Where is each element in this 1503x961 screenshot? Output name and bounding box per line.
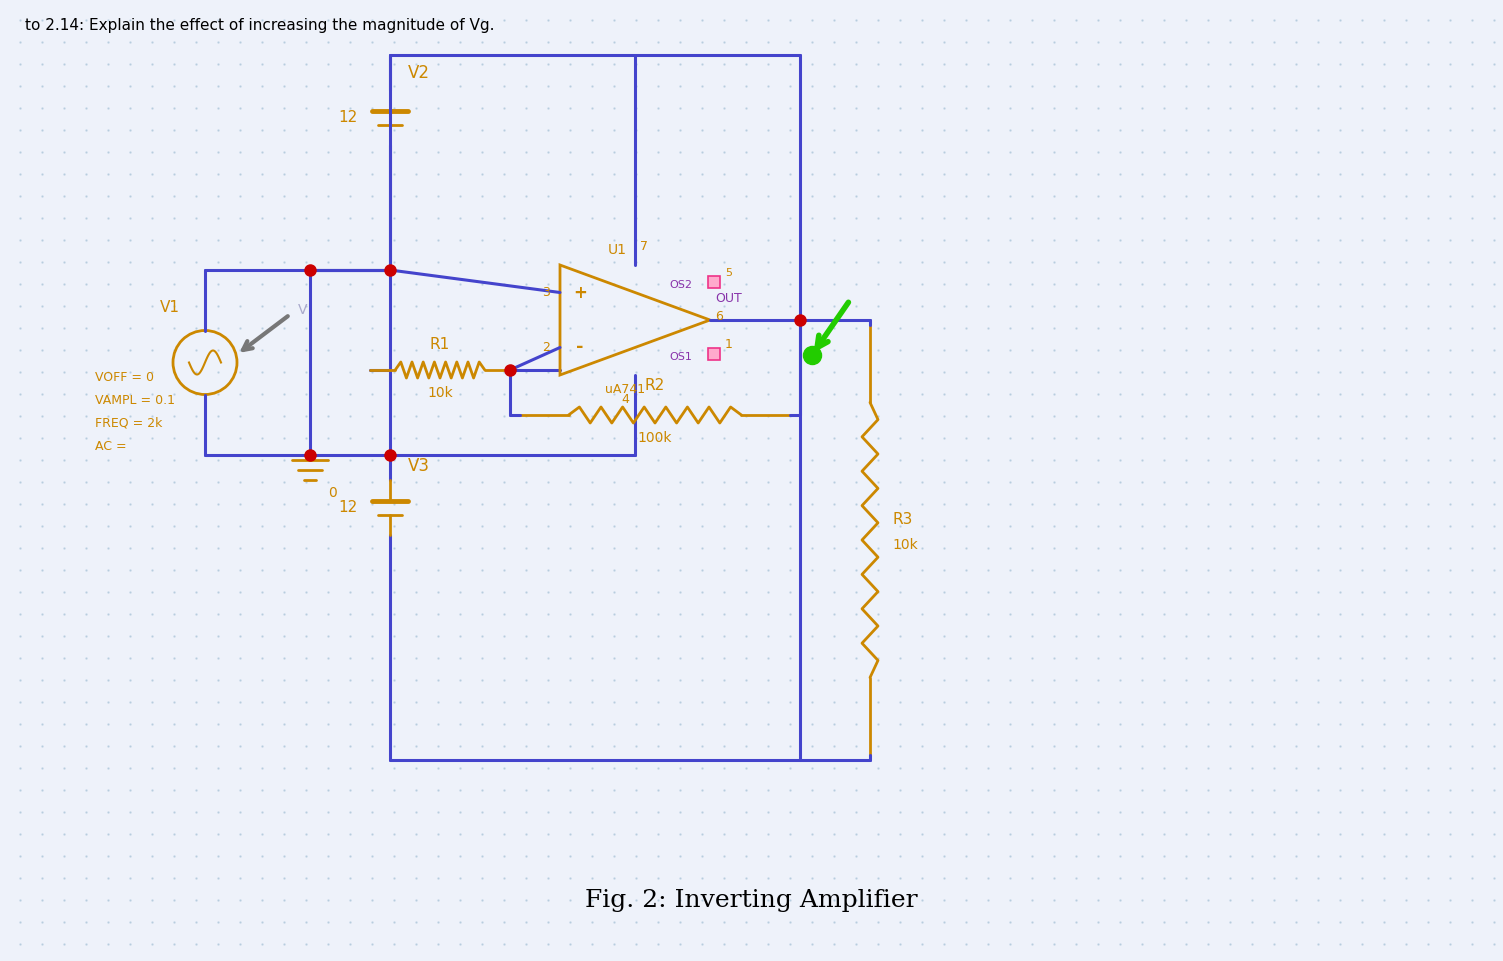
Text: 4: 4 — [621, 393, 628, 406]
Text: V1: V1 — [159, 300, 180, 315]
Text: +: + — [573, 283, 588, 302]
Text: Fig. 2: Inverting Amplifier: Fig. 2: Inverting Amplifier — [585, 889, 917, 911]
Text: V3: V3 — [407, 457, 430, 475]
Text: -: - — [576, 338, 583, 357]
Text: 100k: 100k — [637, 431, 672, 445]
Text: 12: 12 — [338, 110, 358, 125]
Text: 2: 2 — [543, 341, 550, 354]
Text: OS2: OS2 — [669, 281, 691, 290]
Bar — [708, 348, 720, 359]
Text: U1: U1 — [609, 243, 627, 257]
Text: R1: R1 — [430, 337, 449, 352]
Text: 10k: 10k — [427, 386, 452, 400]
Bar — [708, 276, 720, 287]
Text: 3: 3 — [543, 286, 550, 299]
Text: 1: 1 — [724, 338, 733, 351]
Text: R2: R2 — [645, 378, 666, 393]
Text: OUT: OUT — [715, 291, 742, 305]
Text: to 2.14: Explain the effect of increasing the magnitude of Vg.: to 2.14: Explain the effect of increasin… — [26, 18, 494, 33]
Text: OS1: OS1 — [669, 353, 691, 362]
Text: AC =: AC = — [95, 440, 126, 453]
Text: VAMPL = 0.1: VAMPL = 0.1 — [95, 394, 174, 407]
Text: R3: R3 — [891, 512, 912, 528]
Text: 6: 6 — [715, 310, 723, 323]
Text: 5: 5 — [724, 267, 732, 278]
Text: V: V — [298, 303, 308, 316]
Text: V2: V2 — [407, 64, 430, 82]
Text: uA741: uA741 — [604, 383, 645, 396]
Text: 7: 7 — [640, 240, 648, 254]
Text: 0: 0 — [328, 486, 337, 500]
Text: FREQ = 2k: FREQ = 2k — [95, 417, 162, 430]
Text: VOFF = 0: VOFF = 0 — [95, 371, 153, 384]
Text: 12: 12 — [338, 500, 358, 515]
Text: 10k: 10k — [891, 538, 918, 552]
